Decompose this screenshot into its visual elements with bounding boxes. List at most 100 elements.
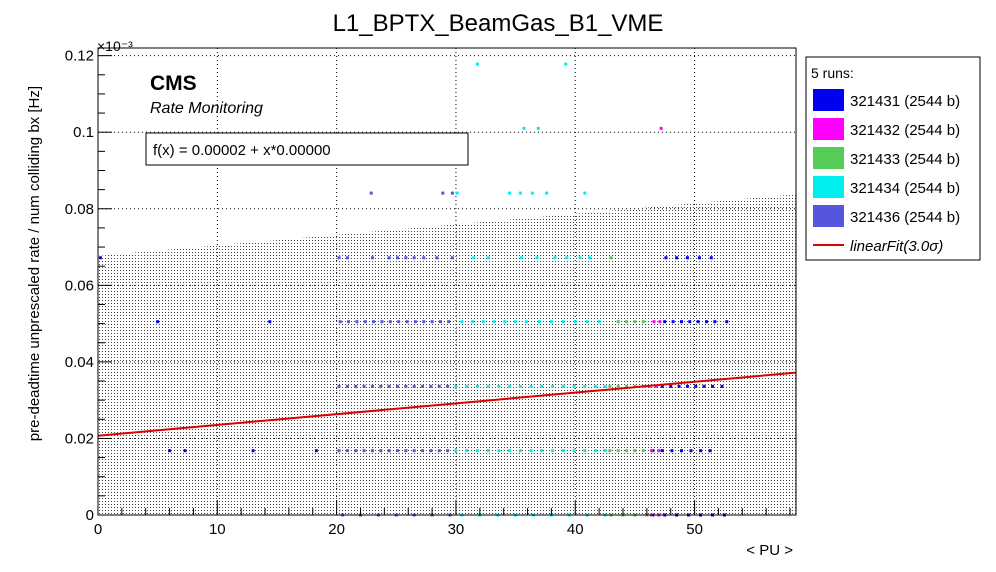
fit-formula-text: f(x) = 0.00002 + x*0.00000	[153, 142, 331, 159]
legend-label: 321433 (2544 b)	[850, 151, 960, 168]
legend: 5 runs: 321431 (2544 b)321432 (2544 b)32…	[805, 56, 981, 261]
chart-title: L1_BPTX_BeamGas_B1_VME	[333, 10, 664, 37]
data-point	[609, 256, 613, 260]
data-point	[561, 384, 565, 388]
grid-layer	[98, 48, 796, 515]
data-point	[412, 449, 416, 453]
data-point	[422, 320, 426, 324]
data-point	[694, 384, 698, 388]
data-point	[372, 320, 376, 324]
data-point	[725, 320, 729, 324]
data-point	[625, 449, 629, 453]
data-point	[588, 256, 592, 260]
data-point	[540, 449, 544, 453]
legend-label: 321436 (2544 b)	[850, 209, 960, 226]
data-point	[603, 384, 607, 388]
data-point	[508, 191, 512, 195]
data-point	[685, 256, 689, 260]
data-point	[475, 62, 479, 66]
data-point	[713, 320, 717, 324]
data-point	[659, 126, 663, 130]
data-point	[660, 384, 664, 388]
x-axis-label: < PU >	[746, 542, 793, 559]
x-tick-label: 10	[209, 521, 226, 538]
data-point	[518, 449, 522, 453]
data-point	[413, 320, 417, 324]
data-point	[565, 256, 569, 260]
data-point	[404, 449, 408, 453]
data-point	[460, 320, 464, 324]
plot-frame	[97, 47, 797, 516]
data-point	[572, 384, 576, 388]
legend-entry: 321434 (2544 b)	[813, 176, 960, 198]
data-point	[633, 320, 637, 324]
data-point	[578, 256, 582, 260]
data-point	[450, 191, 454, 195]
data-point	[370, 256, 374, 260]
data-point	[549, 320, 553, 324]
legend-header: 5 runs:	[811, 65, 854, 81]
data-point	[573, 320, 577, 324]
data-point	[430, 320, 434, 324]
data-point	[412, 256, 416, 260]
data-point	[654, 384, 658, 388]
data-point	[251, 449, 255, 453]
data-point	[518, 384, 522, 388]
data-point	[441, 191, 445, 195]
legend-entry: 321431 (2544 b)	[813, 89, 960, 111]
fit-band	[98, 194, 796, 515]
legend-label: linearFit(3.0σ)	[850, 238, 943, 255]
data-point	[503, 320, 507, 324]
data-point	[405, 320, 409, 324]
data-point	[688, 320, 692, 324]
data-point	[435, 256, 439, 260]
data-point	[616, 449, 620, 453]
legend-entries: 321431 (2544 b) 321432 (2544 b) 321433 (25…	[813, 89, 960, 255]
points-layer	[98, 62, 729, 517]
data-point	[710, 384, 714, 388]
data-point	[564, 62, 568, 66]
data-point	[314, 449, 318, 453]
x-tick-label: 30	[448, 521, 465, 538]
data-point	[497, 384, 501, 388]
x-tick-label: 20	[328, 521, 345, 538]
data-point	[585, 320, 589, 324]
data-point	[447, 320, 451, 324]
data-point	[387, 449, 391, 453]
data-point	[370, 449, 374, 453]
data-point	[338, 320, 342, 324]
data-point	[652, 320, 656, 324]
legend-entry: 321433 (2544 b)	[813, 147, 960, 169]
data-point	[98, 256, 102, 260]
data-point	[705, 320, 709, 324]
data-point	[156, 320, 160, 324]
data-point	[537, 320, 541, 324]
axis-layer: 0 10 20 30 40 50 0 0.02 0.04 0.06 0.08 0.1 0.12	[65, 48, 791, 538]
data-point	[535, 256, 539, 260]
cms-label: CMS	[150, 72, 197, 95]
data-point	[553, 256, 557, 260]
data-point	[508, 449, 512, 453]
data-point	[641, 449, 645, 453]
data-point	[524, 320, 528, 324]
data-point	[387, 256, 391, 260]
x-tick-label: 50	[686, 521, 703, 538]
legend-entry: 321436 (2544 b)	[813, 205, 960, 227]
legend-swatch	[813, 147, 844, 169]
data-point	[561, 449, 565, 453]
data-point	[471, 320, 475, 324]
fit-formula-frame	[145, 132, 469, 166]
data-point	[675, 256, 679, 260]
data-point	[685, 384, 689, 388]
data-point	[608, 384, 612, 388]
data-point	[404, 256, 408, 260]
fit-line	[97, 371, 797, 437]
y-multiplier: ×10⁻³	[97, 38, 133, 54]
data-point	[508, 384, 512, 388]
data-point	[663, 320, 667, 324]
data-point	[268, 320, 272, 324]
data-point	[345, 384, 349, 388]
data-point	[720, 384, 724, 388]
data-point	[677, 384, 681, 388]
data-point	[597, 320, 601, 324]
